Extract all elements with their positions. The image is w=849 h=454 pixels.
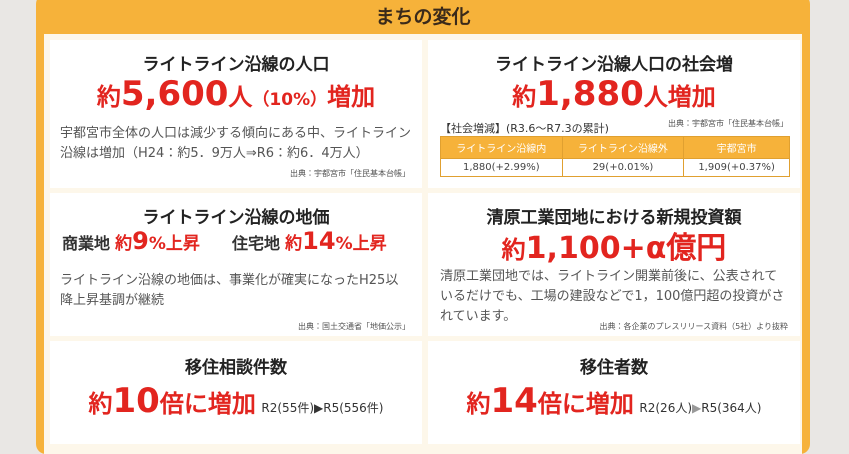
panel-title: 移住相談件数 xyxy=(185,358,287,378)
panel-title: 移住者数 xyxy=(580,358,648,378)
th: ライトライン沿線内 xyxy=(440,136,563,159)
page: {"header":{"title":"まちの変化"}, "panels":[ … xyxy=(36,0,810,454)
panel: ライトライン沿線の地価 商業地 約9%上昇 住宅地 約14%上昇 ライトライン沿… xyxy=(50,193,422,336)
text: 5,600 xyxy=(120,74,229,114)
headline: 約1,880人増加 xyxy=(428,74,800,114)
items: 商業地 約9%上昇 住宅地 約14%上昇 xyxy=(62,227,387,255)
headline: 約10倍に増加 R2(55件)▶R5(556件) xyxy=(50,381,422,421)
td: 29(+0.01%) xyxy=(561,158,685,177)
text: 1,100+α xyxy=(525,231,667,266)
text: 約 xyxy=(285,234,303,254)
panel: ライトライン沿線の人口 約5,600人（10%）増加 宇都宮市全体の人口は減少す… xyxy=(50,40,422,188)
source: 出典：宇都宮市「住民基本台帳」 xyxy=(668,119,788,128)
text: 9 xyxy=(132,227,149,255)
text: 倍に増加 xyxy=(537,390,634,418)
text: 約 xyxy=(466,390,491,418)
body-text: 清原工業団地では、ライトライン開業前後に、公表されているだけでも、工場の建設など… xyxy=(440,269,785,324)
text: 増加 xyxy=(327,83,376,111)
text: 約 xyxy=(501,236,526,264)
arrow: ▶ xyxy=(692,401,702,415)
th: ライトライン沿線外 xyxy=(561,136,685,159)
table: ライトライン沿線内 ライトライン沿線外 宇都宮市 1,880(+2.99%) 2… xyxy=(440,136,790,177)
text: 人 xyxy=(228,83,253,111)
panel: 清原工業団地における新規投資額 約1,100+α億円 清原工業団地では、ライトラ… xyxy=(428,193,800,336)
item-value: 約14%上昇 xyxy=(285,227,387,255)
th: 宇都宮市 xyxy=(683,136,790,159)
headline: 約14倍に増加 R2(26人)▶R5(364人) xyxy=(428,381,800,421)
text: 約 xyxy=(96,83,121,111)
text: 1,880 xyxy=(536,74,644,114)
source: 出典：国土交通省「地価公示」 xyxy=(298,322,410,331)
text: 約 xyxy=(115,234,133,254)
item-label: 住宅地 xyxy=(232,234,281,253)
text: （10%） xyxy=(252,90,328,110)
td: 1,909(+0.37%) xyxy=(683,158,790,177)
panel: 移住相談件数 約10倍に増加 R2(55件)▶R5(556件) xyxy=(50,341,422,444)
panel-title: ライトライン沿線の地価 xyxy=(142,208,330,228)
compare-to: R5(556件) xyxy=(323,401,384,415)
text: 10 xyxy=(112,381,160,421)
panel: ライトライン沿線人口の社会増 約1,880人増加 【社会増減】(R3.6～R7.… xyxy=(428,40,800,188)
td: 1,880(+2.99%) xyxy=(440,158,563,177)
table-header: ライトライン沿線内 ライトライン沿線外 宇都宮市 xyxy=(440,136,790,159)
source: 出典：各企業のプレスリリース資料（5社）より抜粋 xyxy=(599,322,788,331)
compare-from: R2(55件) xyxy=(261,401,315,415)
text: 億円 xyxy=(666,231,727,266)
headline: 約5,600人（10%）増加 xyxy=(50,74,422,114)
text: 人 xyxy=(643,83,668,111)
compare-from: R2(26人) xyxy=(639,401,693,415)
compare-to: R5(364人) xyxy=(701,401,762,415)
panel-title: 清原工業団地における新規投資額 xyxy=(486,208,742,228)
body-text: ライトライン沿線の地価は、事業化が確実になったH25以降上昇基調が継続 xyxy=(60,273,399,308)
item-label: 商業地 xyxy=(62,234,111,253)
text: 14 xyxy=(302,227,336,255)
text: %上昇 xyxy=(335,234,387,254)
text: 約 xyxy=(88,390,113,418)
table-row: 1,880(+2.99%) 29(+0.01%) 1,909(+0.37%) xyxy=(440,158,790,177)
panel: 移住者数 約14倍に増加 R2(26人)▶R5(364人) xyxy=(428,341,800,444)
panel-title: ライトライン沿線人口の社会増 xyxy=(495,55,733,75)
text: 14 xyxy=(490,381,538,421)
subtitle: 【社会増減】(R3.6～R7.3の累計) xyxy=(440,122,609,135)
item-value: 約9%上昇 xyxy=(115,227,200,255)
text: %上昇 xyxy=(148,234,200,254)
text: 約 xyxy=(512,83,537,111)
body-text: 宇都宮市全体の人口は減少する傾向にある中、ライトライン沿線は増加（H24：約5．… xyxy=(60,126,412,161)
text: 増加 xyxy=(667,83,716,111)
headline: 約1,100+α億円 xyxy=(428,223,800,267)
panel-title: ライトライン沿線の人口 xyxy=(142,55,330,75)
arrow: ▶ xyxy=(314,401,324,415)
header-title: まちの変化 xyxy=(375,6,471,28)
text: 倍に増加 xyxy=(159,390,256,418)
source: 出典：宇都宮市「住民基本台帳」 xyxy=(290,169,410,178)
